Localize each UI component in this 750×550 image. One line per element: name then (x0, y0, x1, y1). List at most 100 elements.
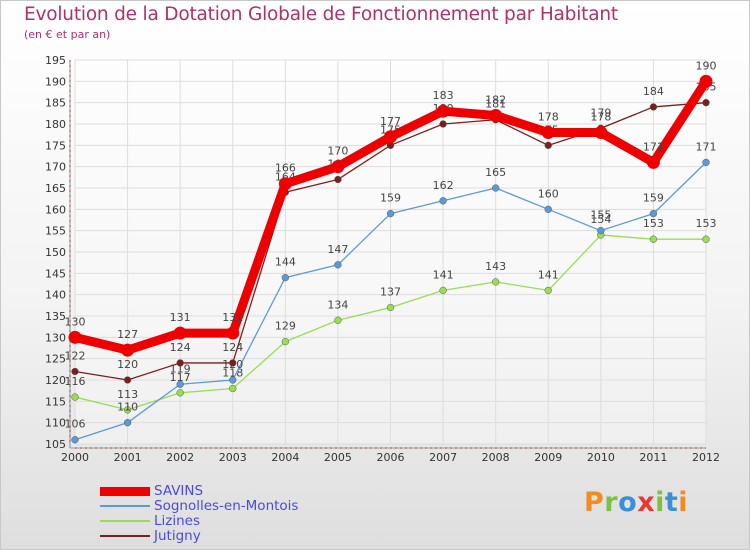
data-point (176, 380, 184, 388)
data-point (334, 316, 342, 324)
data-point (439, 120, 447, 128)
data-label: 124 (222, 341, 243, 354)
x-tick-label: 2005 (324, 451, 352, 464)
logo-letter: t (664, 487, 679, 518)
y-tick-label: 155 (45, 225, 66, 238)
data-label: 183 (433, 89, 454, 102)
data-point (597, 227, 605, 235)
data-label: 124 (170, 341, 191, 354)
x-tick-label: 2000 (61, 451, 89, 464)
y-tick-label: 150 (45, 246, 66, 259)
y-tick-label: 170 (45, 161, 66, 174)
data-point (226, 326, 240, 340)
x-tick-label: 2007 (429, 451, 457, 464)
legend-item: Sognolles-en-Montois (100, 498, 360, 514)
data-point (439, 286, 447, 295)
logo-letter: r (604, 487, 619, 518)
logo-letter: i (678, 487, 689, 518)
y-tick-label: 115 (45, 395, 66, 408)
data-label: 120 (117, 358, 138, 371)
data-point (278, 177, 292, 191)
y-tick-label: 190 (45, 75, 66, 88)
data-point (229, 359, 237, 367)
proxiti-logo: Proxiti (584, 487, 688, 518)
data-label: 153 (696, 217, 717, 230)
data-point (123, 406, 132, 414)
y-tick-label: 140 (45, 289, 66, 302)
data-point (702, 99, 710, 107)
data-point (123, 419, 132, 427)
data-label: 178 (538, 111, 559, 124)
y-tick-label: 180 (45, 118, 66, 131)
y-tick-label: 195 (45, 54, 66, 67)
y-tick-label: 110 (45, 417, 66, 430)
data-point (386, 209, 395, 218)
data-label: 143 (485, 260, 506, 273)
data-label: 160 (538, 187, 559, 200)
data-point (173, 326, 187, 340)
data-point (71, 436, 79, 444)
data-point (541, 126, 555, 140)
legend-item: Jutigny (100, 528, 360, 544)
data-label: 122 (65, 349, 86, 362)
y-tick-label: 105 (45, 438, 66, 451)
data-point (121, 343, 135, 357)
x-tick-label: 2010 (587, 451, 615, 464)
data-label: 153 (643, 217, 664, 230)
data-label: 113 (117, 388, 138, 401)
data-point (386, 303, 395, 312)
data-point (544, 286, 552, 295)
data-point (334, 175, 342, 184)
data-label: 159 (643, 192, 664, 205)
data-label: 171 (643, 140, 664, 153)
data-point (699, 74, 713, 88)
data-point (281, 337, 289, 346)
legend-swatch (100, 535, 150, 537)
y-tick-label: 120 (45, 374, 66, 387)
chart-subtitle: (en € et par an) (24, 28, 111, 41)
data-point (71, 367, 79, 376)
data-point (649, 209, 658, 218)
data-label: 171 (696, 140, 717, 153)
data-label: 131 (222, 311, 243, 324)
data-point (649, 103, 658, 111)
data-point (702, 158, 710, 167)
y-tick-label: 165 (45, 182, 66, 195)
y-tick-label: 160 (45, 203, 66, 216)
data-point (492, 184, 500, 192)
data-label: 159 (380, 192, 401, 205)
x-tick-label: 2009 (534, 451, 562, 464)
data-label: 137 (380, 285, 401, 298)
data-label: 166 (275, 162, 296, 175)
data-label: 178 (590, 111, 611, 124)
x-tick-label: 2006 (377, 451, 405, 464)
data-label: 116 (65, 375, 86, 388)
data-label: 106 (65, 418, 86, 431)
data-point (646, 155, 660, 169)
legend-swatch (100, 505, 150, 507)
logo-letter: i (655, 487, 665, 518)
data-point (229, 376, 237, 384)
x-tick-label: 2012 (692, 451, 720, 464)
data-label: 170 (327, 145, 348, 158)
logo-letter: x (637, 487, 656, 518)
x-tick-label: 2002 (166, 451, 194, 464)
x-tick-label: 2008 (482, 451, 510, 464)
data-label: 177 (380, 115, 401, 128)
data-label: 162 (433, 179, 454, 192)
x-tick-label: 2003 (219, 451, 247, 464)
y-tick-label: 125 (45, 353, 66, 366)
legend-label: Lizines (154, 513, 201, 529)
data-point (649, 235, 658, 243)
legend-item: Lizines (100, 513, 360, 529)
data-point (331, 160, 345, 174)
data-point (71, 393, 79, 401)
y-tick-label: 145 (45, 267, 66, 280)
data-point (123, 376, 132, 384)
legend-label: Sognolles-en-Montois (154, 498, 299, 514)
data-point (544, 141, 552, 149)
y-tick-label: 135 (45, 310, 66, 323)
data-label: 130 (65, 315, 86, 328)
